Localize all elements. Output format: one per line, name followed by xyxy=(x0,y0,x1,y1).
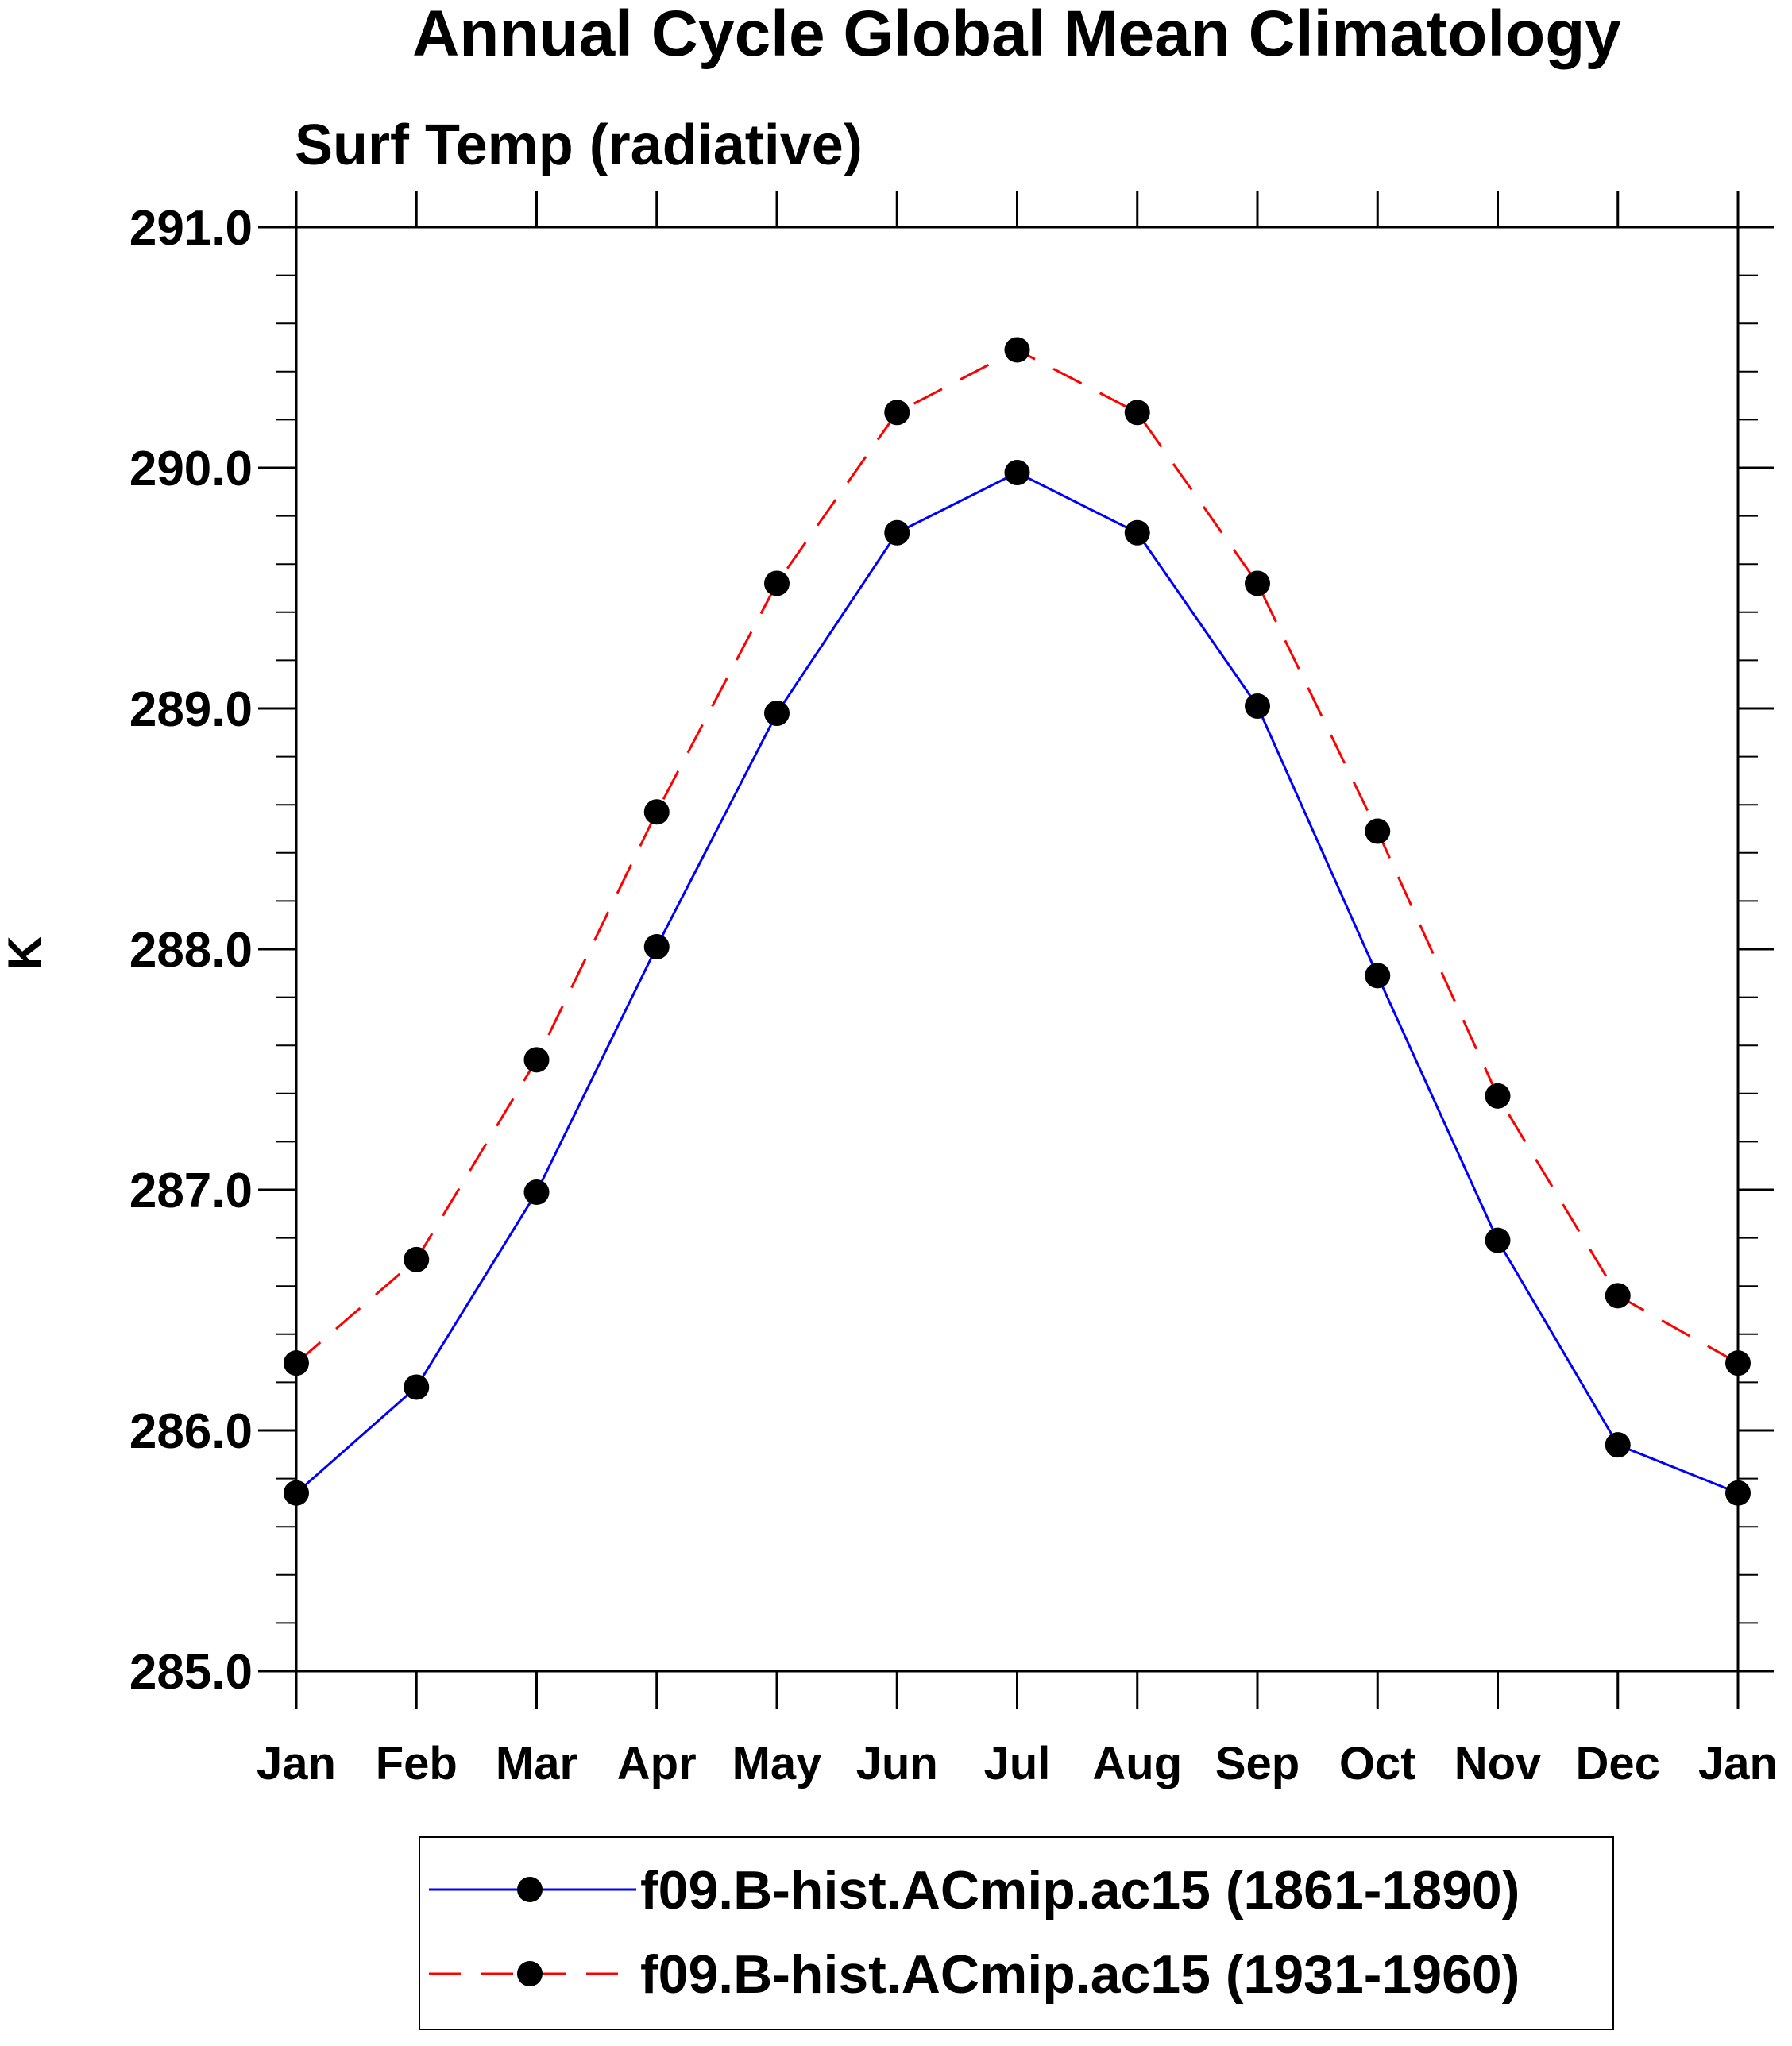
data-point xyxy=(1605,1283,1631,1309)
data-point xyxy=(764,570,790,596)
x-tick-label: Mar xyxy=(496,1738,577,1789)
plot-frame xyxy=(295,226,1740,1673)
data-point xyxy=(1365,818,1391,844)
data-point xyxy=(1485,1227,1511,1253)
y-axis-label: K xyxy=(0,936,52,970)
data-point xyxy=(643,933,670,959)
y-tick-label: 287.0 xyxy=(129,1164,253,1218)
x-tick-label: Sep xyxy=(1215,1738,1300,1789)
y-tick-label: 286.0 xyxy=(129,1404,253,1459)
data-point xyxy=(764,701,790,727)
data-point xyxy=(1605,1432,1631,1458)
series-line-2 xyxy=(295,348,1739,1365)
data-point xyxy=(523,1179,550,1206)
x-tick-label: Jul xyxy=(984,1738,1051,1789)
legend: f09.B-hist.ACmip.ac15 (1861-1890) f09.B-h… xyxy=(419,1836,1614,2030)
x-tick-label: Jan xyxy=(257,1738,336,1789)
y-tick-label: 290.0 xyxy=(129,442,253,496)
y-tick-label: 288.0 xyxy=(129,923,253,978)
data-point xyxy=(643,799,670,825)
data-point xyxy=(1004,460,1030,486)
chart-subtitle: Surf Temp (radiative) xyxy=(295,114,863,177)
x-tick-label: Dec xyxy=(1576,1738,1660,1789)
legend-marker xyxy=(517,1877,543,1902)
data-point xyxy=(1485,1083,1511,1109)
legend-label: f09.B-hist.ACmip.ac15 (1861-1890) xyxy=(640,1860,1520,1921)
data-point xyxy=(404,1246,430,1272)
x-tick-label: Nov xyxy=(1454,1738,1542,1789)
x-tick-label: May xyxy=(732,1738,822,1789)
x-tick-label: Jan xyxy=(1698,1738,1778,1789)
data-point xyxy=(1245,693,1270,719)
y-tick-label: 291.0 xyxy=(129,201,253,256)
y-tick-label: 289.0 xyxy=(129,682,253,737)
x-tick-label: Jun xyxy=(856,1738,938,1789)
data-point xyxy=(1725,1480,1751,1506)
data-point xyxy=(1004,337,1030,363)
data-point xyxy=(404,1374,430,1400)
legend-box xyxy=(419,1836,1614,2030)
data-point xyxy=(523,1047,550,1073)
series-line-1 xyxy=(295,471,1739,1495)
x-tick-label: Apr xyxy=(617,1738,697,1789)
data-point xyxy=(884,519,910,546)
legend-marker xyxy=(517,1961,543,1986)
chart-title: Annual Cycle Global Mean Climatology xyxy=(412,0,1621,70)
data-point xyxy=(1124,519,1150,546)
data-point xyxy=(1124,400,1150,426)
legend-label: f09.B-hist.ACmip.ac15 (1931-1960) xyxy=(640,1944,1520,2005)
data-point xyxy=(1365,963,1391,989)
x-tick-label: Aug xyxy=(1092,1738,1182,1789)
data-point xyxy=(284,1350,309,1376)
x-tick-label: Oct xyxy=(1339,1738,1416,1789)
x-tick-label: Feb xyxy=(376,1738,458,1789)
data-point xyxy=(1725,1350,1751,1376)
data-point xyxy=(884,400,910,426)
data-point xyxy=(1245,570,1270,596)
y-tick-label: 285.0 xyxy=(129,1645,253,1700)
data-point xyxy=(284,1480,309,1506)
